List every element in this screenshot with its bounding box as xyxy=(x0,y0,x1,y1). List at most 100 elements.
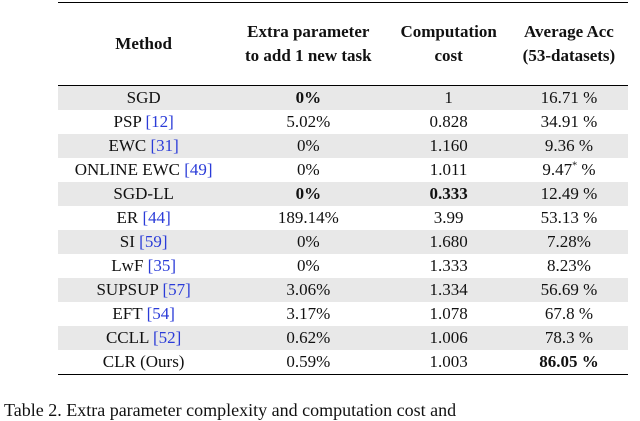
param-cell: 0% xyxy=(229,134,387,158)
param-cell: 0.62% xyxy=(229,326,387,350)
param-cell: 0% xyxy=(229,86,387,111)
method-cell: ER [44] xyxy=(58,206,229,230)
method-cell: SGD xyxy=(58,86,229,111)
cost-cell: 1.334 xyxy=(387,278,510,302)
cost-value: 0.828 xyxy=(429,112,468,131)
table-row: CCLL [52] 0.62% 1.006 78.3 % xyxy=(58,326,628,350)
cost-cell: 3.99 xyxy=(387,206,510,230)
method-name: EWC xyxy=(108,136,147,155)
cost-value: 0.333 xyxy=(429,184,468,203)
param-value: 0.59% xyxy=(286,352,331,371)
acc-value: 67.8 % xyxy=(544,304,594,323)
citation: [57] xyxy=(162,280,191,299)
method-cell: SUPSUP [57] xyxy=(58,278,229,302)
cost-value: 3.99 xyxy=(433,208,464,227)
method-name: ER xyxy=(116,208,139,227)
cost-cell: 1.078 xyxy=(387,302,510,326)
method-cell: LwF [35] xyxy=(58,254,229,278)
acc-value: 7.28% xyxy=(546,232,591,251)
cost-cell: 1.680 xyxy=(387,230,510,254)
table-row: EFT [54] 3.17% 1.078 67.8 % xyxy=(58,302,628,326)
param-cell: 0.59% xyxy=(229,350,387,375)
acc-value: 12.49 % xyxy=(540,184,598,203)
param-cell: 189.14% xyxy=(229,206,387,230)
method-cell: CLR (Ours) xyxy=(58,350,229,375)
header-text: Computation cost xyxy=(400,22,497,65)
cost-cell: 1.160 xyxy=(387,134,510,158)
cost-cell: 1.333 xyxy=(387,254,510,278)
acc-cell: 34.91 % xyxy=(510,110,628,134)
acc-value: 9.36 % xyxy=(544,136,594,155)
cost-value: 1.078 xyxy=(429,304,468,323)
acc-cell: 9.47* % xyxy=(510,158,628,182)
method-cell: EWC [31] xyxy=(58,134,229,158)
method-name: SUPSUP xyxy=(96,280,159,299)
method-cell: CCLL [52] xyxy=(58,326,229,350)
acc-value: 16.71 % xyxy=(540,88,598,107)
citation: [59] xyxy=(139,232,168,251)
method-name: SI xyxy=(119,232,135,251)
method-name: ONLINE EWC xyxy=(74,160,180,179)
cost-cell: 1.003 xyxy=(387,350,510,375)
acc-cell: 12.49 % xyxy=(510,182,628,206)
table-row: EWC [31] 0% 1.160 9.36 % xyxy=(58,134,628,158)
param-value: 189.14% xyxy=(277,208,339,227)
acc-value: 78.3 % xyxy=(544,328,594,347)
acc-cell: 78.3 % xyxy=(510,326,628,350)
citation: [44] xyxy=(142,208,171,227)
acc-suffix: % xyxy=(577,160,596,179)
param-cell: 0% xyxy=(229,230,387,254)
param-cell: 0% xyxy=(229,254,387,278)
superscript: * xyxy=(572,160,578,172)
param-value: 0% xyxy=(296,136,320,155)
acc-cell: 7.28% xyxy=(510,230,628,254)
table-row: ER [44] 189.14% 3.99 53.13 % xyxy=(58,206,628,230)
cost-cell: 0.333 xyxy=(387,182,510,206)
method-cell: SGD-LL xyxy=(58,182,229,206)
caption: Table 2. Extra parameter complexity and … xyxy=(4,400,457,420)
cost-value: 1.680 xyxy=(429,232,468,251)
header-text: Method xyxy=(115,34,172,53)
cost-value: 1.160 xyxy=(429,136,468,155)
acc-cell: 8.23% xyxy=(510,254,628,278)
method-name: LwF xyxy=(111,256,144,275)
acc-value: 8.23% xyxy=(546,256,591,275)
acc-cell: 53.13 % xyxy=(510,206,628,230)
table-row: SUPSUP [57] 3.06% 1.334 56.69 % xyxy=(58,278,628,302)
acc-value: 53.13 % xyxy=(540,208,598,227)
table-row: SI [59] 0% 1.680 7.28% xyxy=(58,230,628,254)
param-cell: 3.06% xyxy=(229,278,387,302)
column-header: Method xyxy=(58,3,229,86)
table-row: ONLINE EWC [49] 0% 1.011 9.47* % xyxy=(58,158,628,182)
method-name: SGD-LL xyxy=(113,184,174,203)
acc-cell: 67.8 % xyxy=(510,302,628,326)
cost-cell: 1.011 xyxy=(387,158,510,182)
header-text: Extra parameter to add 1 new task xyxy=(245,22,372,65)
cost-value: 1 xyxy=(444,88,453,107)
acc-cell: 9.36 % xyxy=(510,134,628,158)
citation: [54] xyxy=(146,304,175,323)
acc-value: 34.91 % xyxy=(540,112,598,131)
cost-cell: 1 xyxy=(387,86,510,111)
param-value: 3.17% xyxy=(286,304,331,323)
citation: [12] xyxy=(145,112,174,131)
cost-value: 1.006 xyxy=(429,328,468,347)
method-name: CCLL xyxy=(105,328,149,347)
method-cell: EFT [54] xyxy=(58,302,229,326)
param-value: 0.62% xyxy=(286,328,331,347)
param-value: 0% xyxy=(295,88,322,107)
acc-value: 56.69 % xyxy=(540,280,598,299)
acc-value: 86.05 % xyxy=(539,352,599,371)
cost-value: 1.333 xyxy=(429,256,468,275)
cost-value: 1.011 xyxy=(429,160,468,179)
method-name: PSP xyxy=(113,112,142,131)
method-cell: ONLINE EWC [49] xyxy=(58,158,229,182)
citation: [49] xyxy=(184,160,213,179)
param-value: 0% xyxy=(295,184,322,203)
method-cell: SI [59] xyxy=(58,230,229,254)
column-header: Extra parameter to add 1 new task xyxy=(229,3,387,86)
cost-cell: 1.006 xyxy=(387,326,510,350)
method-cell: PSP [12] xyxy=(58,110,229,134)
acc-cell: 16.71 % xyxy=(510,86,628,111)
